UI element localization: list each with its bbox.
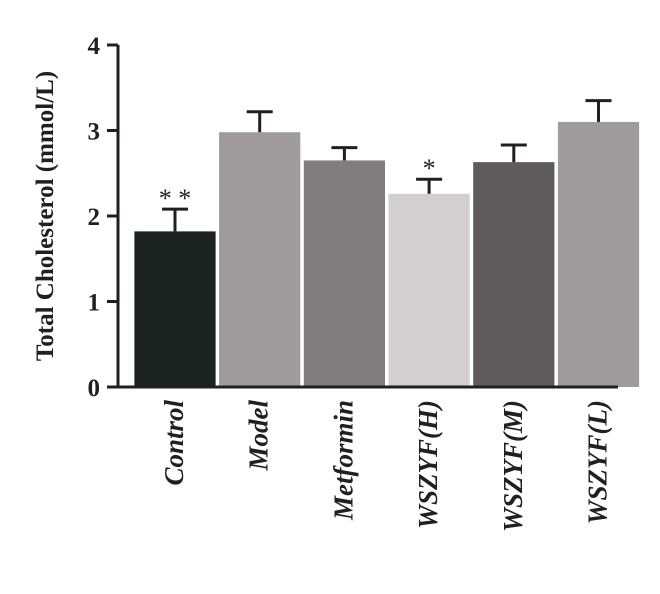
category-label: WSZYF(L) (583, 400, 613, 525)
significance-group: * * * (159, 154, 436, 213)
category-label: Control (159, 400, 189, 486)
significance-label: * * (159, 184, 192, 213)
bars-group (134, 121, 640, 387)
significance-label: * (423, 154, 436, 183)
bar (219, 132, 301, 387)
y-ticks-group: 0 1 2 3 4 (88, 33, 118, 402)
bar (388, 193, 470, 387)
y-tick-label: 1 (88, 290, 101, 317)
y-tick-label: 2 (88, 204, 101, 231)
bar (557, 121, 640, 387)
bar (473, 162, 555, 387)
y-axis-title: Total Cholesterol (mmol/L) (32, 71, 59, 361)
category-label: WSZYF(M) (498, 400, 528, 532)
bar (303, 160, 386, 387)
category-label: Model (244, 400, 274, 472)
error-bars-group (162, 99, 612, 232)
category-label: WSZYF(H) (413, 400, 443, 529)
bar (134, 231, 216, 387)
category-label: Metformin (328, 400, 358, 521)
y-tick-label: 0 (88, 375, 101, 402)
y-tick-label: 4 (88, 33, 101, 60)
x-labels-group: Control Model Metformin WSZYF(H) WSZYF(M) WSZ… (159, 400, 613, 533)
y-tick-label: 3 (88, 119, 101, 146)
